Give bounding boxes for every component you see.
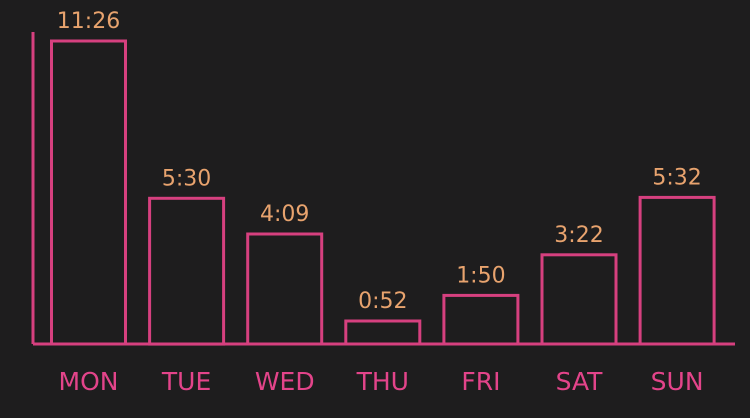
bar-tue (148, 196, 226, 346)
value-label-fri: 1:50 (456, 263, 505, 288)
value-label-sun: 5:32 (652, 165, 701, 190)
value-label-sat: 3:22 (554, 223, 603, 248)
value-label-wed: 4:09 (260, 202, 309, 227)
bar-sat (540, 253, 618, 346)
category-label-mon: MON (59, 367, 119, 396)
category-label-sun: SUN (651, 367, 704, 396)
bar-mon (50, 39, 127, 346)
value-label-mon: 11:26 (57, 9, 120, 34)
category-label-sat: SAT (556, 367, 603, 396)
bar-thu (344, 319, 422, 346)
category-label-tue: TUE (161, 367, 211, 396)
category-label-thu: THU (356, 367, 409, 396)
bar-wed (246, 232, 324, 346)
value-label-thu: 0:52 (358, 289, 407, 314)
category-label-wed: WED (255, 367, 315, 396)
bar-fri (442, 293, 520, 346)
category-label-fri: FRI (461, 367, 500, 396)
bar-sun (638, 195, 716, 346)
value-label-tue: 5:30 (162, 166, 211, 191)
